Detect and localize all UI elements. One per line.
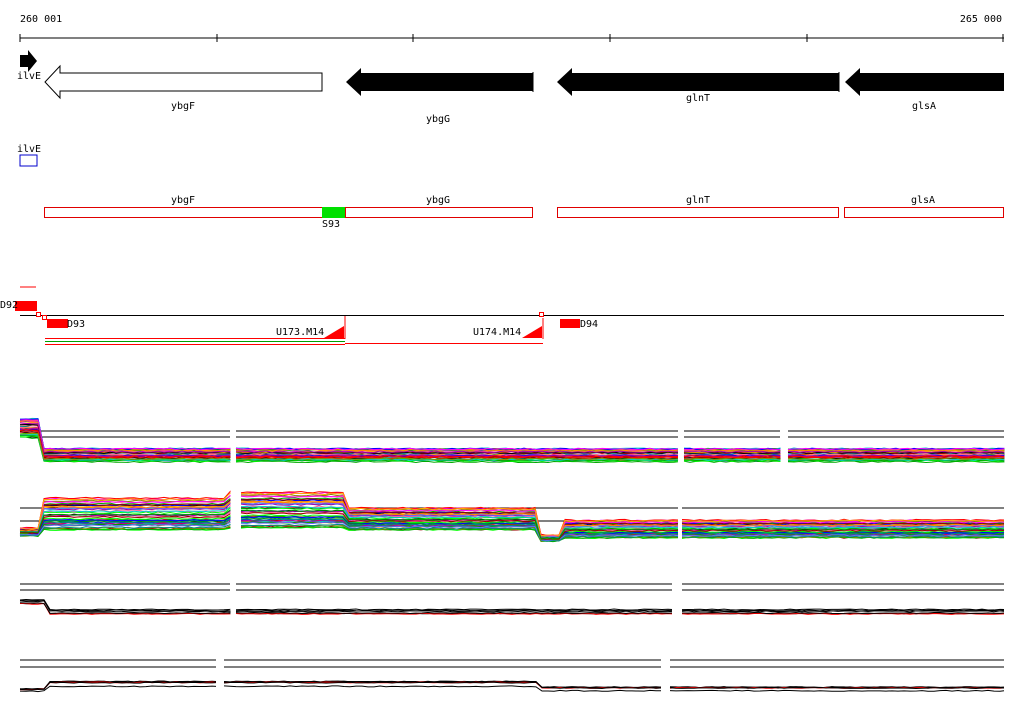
feature-box-glsA[interactable]	[844, 207, 1004, 218]
gene-box-ilvE[interactable]	[19, 154, 38, 167]
segment-D93[interactable]	[47, 319, 68, 328]
feature-label-glnT: glnT	[685, 195, 711, 206]
feature-highlight-S93[interactable]	[322, 207, 345, 218]
segment-label-D93: D93	[67, 319, 86, 330]
gene-label-ilvE: ilvE	[17, 71, 42, 82]
segment-marker-U174[interactable]	[522, 326, 542, 338]
feature-label-ybgG: ybgG	[425, 195, 451, 206]
feature-label-glsA: glsA	[910, 195, 936, 206]
gene-arrow-glnT[interactable]	[557, 68, 839, 96]
gene-label-glnT: glnT	[685, 93, 711, 104]
segment-D92[interactable]	[15, 301, 37, 311]
gene-arrow-glsA[interactable]	[845, 68, 1004, 96]
segment-D94[interactable]	[560, 319, 580, 328]
gene-label-ybgG: ybgG	[425, 114, 451, 125]
gene-track	[20, 50, 1004, 100]
feature-label-ybgF: ybgF	[170, 195, 196, 206]
segment-track	[15, 286, 1004, 345]
segment-label-U173: U173.M14	[276, 327, 325, 338]
expression-panels	[19, 417, 1005, 693]
segment-marker-U173[interactable]	[324, 326, 344, 338]
segment-label-D92: D92	[0, 300, 19, 311]
gene-arrow-ilvE[interactable]	[20, 50, 37, 72]
gene-label-ybgF: ybgF	[170, 101, 196, 112]
gene-box-label-ilvE: ilvE	[17, 144, 42, 155]
feature-box-ybgG[interactable]	[345, 207, 533, 218]
gene-arrow-ybgG[interactable]	[346, 68, 533, 96]
feature-box-glnT[interactable]	[557, 207, 839, 218]
ruler-start-label: 260 001	[20, 14, 63, 25]
ruler-end-label: 265 000	[959, 14, 1002, 25]
gene-label-glsA: glsA	[911, 101, 937, 112]
coordinate-ruler	[19, 34, 1004, 42]
feature-track	[19, 154, 1004, 218]
feature-box-ybgF[interactable]	[44, 207, 323, 218]
segment-label-U174: U174.M14	[473, 327, 522, 338]
gene-arrow-ybgF[interactable]	[44, 64, 323, 100]
segment-label-D94: D94	[580, 319, 599, 330]
highlight-label-S93: S93	[322, 219, 341, 230]
